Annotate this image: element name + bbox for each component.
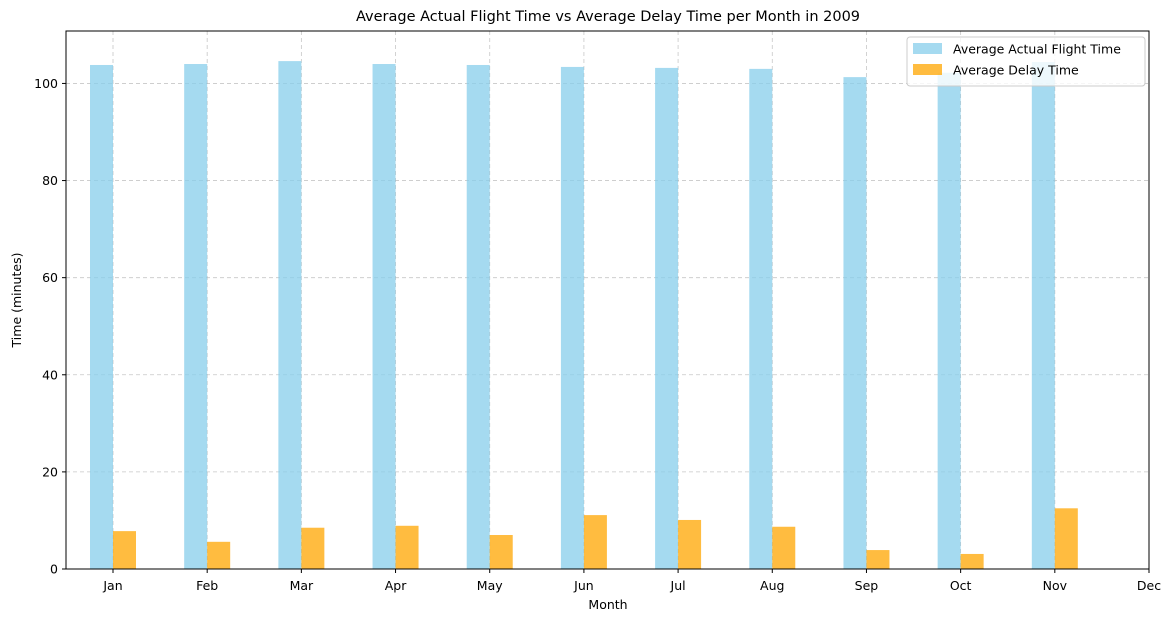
y-tick-label: 40 <box>42 367 58 382</box>
bar-delay-time <box>772 526 796 569</box>
y-tick-label: 100 <box>34 76 58 91</box>
grid-lines <box>66 31 1150 569</box>
legend-swatch <box>913 64 942 75</box>
bar-delay-time <box>489 535 513 569</box>
bar-delay-time <box>583 515 607 569</box>
bar-flight-time <box>278 61 302 569</box>
bars <box>90 61 1078 570</box>
y-axis-ticks: 0 20 40 60 80 100 <box>34 76 66 577</box>
bar-flight-time <box>560 66 584 570</box>
y-tick-label: 60 <box>42 270 58 285</box>
x-tick-label: Oct <box>950 578 972 593</box>
bar-delay-time <box>207 541 231 569</box>
bar-flight-time <box>372 64 396 569</box>
bar-delay-time <box>301 527 325 569</box>
x-tick-label: Nov <box>1043 578 1068 593</box>
bar-delay-time <box>113 531 136 569</box>
bar-delay-time <box>866 550 890 569</box>
x-tick-label: Jun <box>573 578 594 593</box>
y-tick-label: 0 <box>50 562 58 577</box>
bar-delay-time <box>1054 508 1078 569</box>
bar-flight-time <box>184 64 208 569</box>
legend-swatch <box>913 43 942 54</box>
legend-box <box>906 36 1146 87</box>
y-axis-label: Time (minutes) <box>9 253 24 349</box>
bar-flight-time <box>749 68 773 569</box>
bar-flight-time <box>937 72 961 570</box>
bar-delay-time <box>395 525 419 569</box>
x-tick-label: Jan <box>102 578 122 593</box>
y-tick-label: 20 <box>42 464 58 479</box>
legend: Average Actual Flight Time Average Delay … <box>906 36 1146 87</box>
x-axis-label: Month <box>588 597 627 612</box>
bar-flight-time <box>655 67 679 569</box>
x-tick-label: Aug <box>760 578 784 593</box>
x-tick-label: Jul <box>670 578 686 593</box>
legend-label: Average Actual Flight Time <box>953 42 1121 57</box>
x-tick-label: Feb <box>196 578 218 593</box>
legend-label: Average Delay Time <box>953 63 1079 78</box>
bar-flight-time <box>90 64 113 569</box>
x-tick-label: Dec <box>1137 578 1161 593</box>
x-tick-label: Sep <box>855 578 879 593</box>
bar-flight-time <box>466 64 490 569</box>
y-tick-label: 80 <box>42 173 58 188</box>
bar-flight-time <box>1031 62 1055 570</box>
x-tick-label: Mar <box>290 578 314 593</box>
x-tick-label: May <box>477 578 503 593</box>
bar-flight-time <box>843 77 867 569</box>
x-axis-ticks: Jan Feb Mar Apr May Jun Jul Aug Sep Oct Nov Dec <box>102 569 1161 593</box>
chart-title: Average Actual Flight Time vs Average De… <box>356 9 860 25</box>
plot-frame <box>65 30 1150 570</box>
bar-delay-time <box>960 553 984 569</box>
bar-delay-time <box>678 519 702 569</box>
x-tick-label: Apr <box>385 578 407 593</box>
